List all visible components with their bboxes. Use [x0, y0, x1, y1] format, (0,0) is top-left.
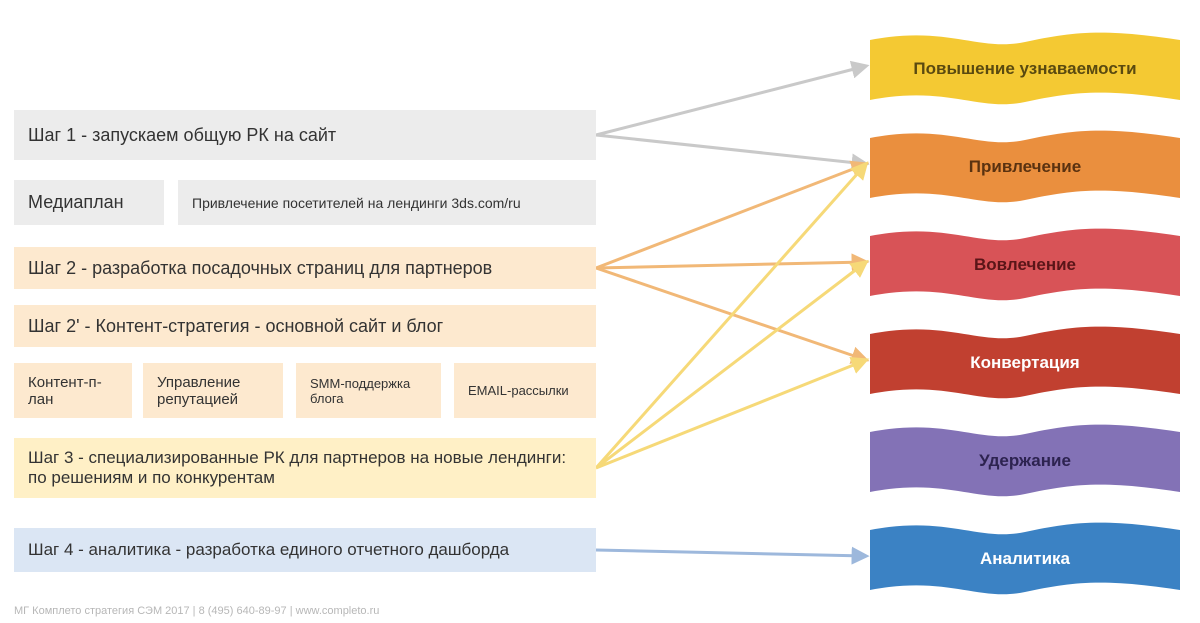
- arrow-step1-to-awareness: [596, 66, 866, 135]
- arrow-step3-to-attraction: [596, 164, 866, 468]
- wave-label-attraction: Привлечение: [880, 157, 1170, 177]
- arrow-step3-to-conversion: [596, 360, 866, 468]
- arrow-step1-to-attraction: [596, 135, 866, 164]
- diagram-canvas: Шаг 1 - запускаем общую РК на сайт Медиап…: [0, 0, 1200, 623]
- box-smm: SMM-поддержка блога: [296, 363, 441, 418]
- box-email: EMAIL-рассылки: [454, 363, 596, 418]
- wave-retention: Удержание: [870, 422, 1180, 500]
- arrow-step3-to-engagement: [596, 262, 866, 468]
- wave-label-engagement: Вовлечение: [880, 255, 1170, 275]
- wave-label-awareness: Повышение узнаваемости: [880, 59, 1170, 79]
- arrow-step4-to-analytics: [596, 550, 866, 556]
- box-step2: Шаг 2 - разработка посадочных страниц дл…: [14, 247, 596, 289]
- wave-analytics: Аналитика: [870, 520, 1180, 598]
- footer-text: МГ Комплето стратегия СЭМ 2017 | 8 (495)…: [14, 605, 379, 617]
- wave-engagement: Вовлечение: [870, 226, 1180, 304]
- arrow-step2-to-engagement: [596, 262, 866, 268]
- wave-label-conversion: Конвертация: [880, 353, 1170, 373]
- arrow-step2-to-conversion: [596, 268, 866, 360]
- box-visitors: Привлечение посетителей на лендинги 3ds.…: [178, 180, 596, 225]
- wave-label-analytics: Аналитика: [880, 549, 1170, 569]
- arrow-step2-to-attraction: [596, 164, 866, 268]
- box-content-plan: Контент-п­лан: [14, 363, 132, 418]
- box-step2b: Шаг 2' - Контент-стратегия - основной са…: [14, 305, 596, 347]
- box-mediaplan: Медиаплан: [14, 180, 164, 225]
- wave-label-retention: Удержание: [880, 451, 1170, 471]
- box-step3: Шаг 3 - специализированные РК для партне…: [14, 438, 596, 498]
- wave-attraction: Привлечение: [870, 128, 1180, 206]
- box-step1: Шаг 1 - запускаем общую РК на сайт: [14, 110, 596, 160]
- wave-conversion: Конвертация: [870, 324, 1180, 402]
- box-reputation: Управление репутацией: [143, 363, 283, 418]
- box-step4: Шаг 4 - аналитика - разработка единого о…: [14, 528, 596, 572]
- wave-awareness: Повышение узнаваемости: [870, 30, 1180, 108]
